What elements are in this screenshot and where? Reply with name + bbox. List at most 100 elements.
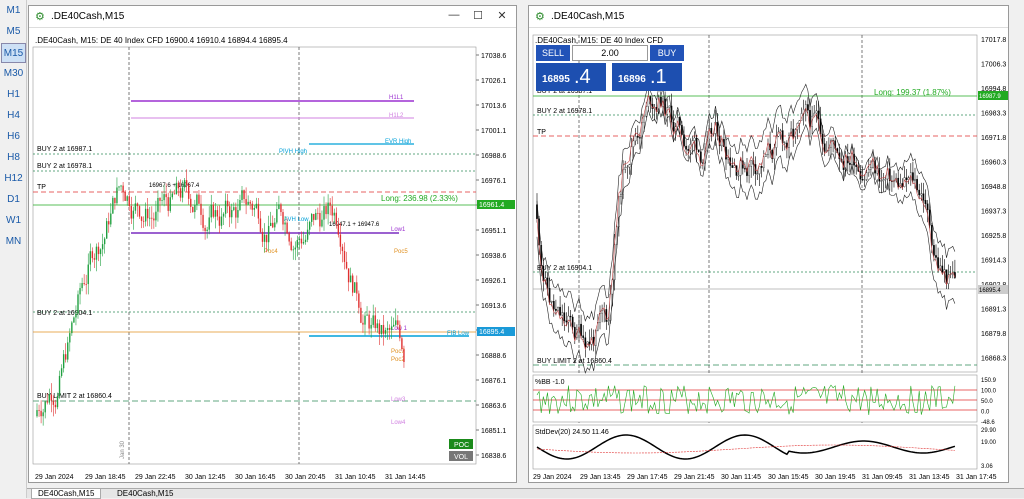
chart-annotation: AVH Low xyxy=(284,217,309,223)
candle-body xyxy=(81,283,83,289)
candle-body xyxy=(163,194,165,201)
timeframe-w1[interactable]: W1 xyxy=(6,215,21,226)
sell-button[interactable]: SELL xyxy=(536,45,570,61)
stddev-tick: 19.00 xyxy=(981,440,997,446)
chart-tabs: DE40Cash,M15 DE40Cash,M15 xyxy=(27,488,1024,499)
candle-body xyxy=(192,206,194,213)
candle-body xyxy=(343,251,346,262)
price-label: 16868.3 xyxy=(981,356,1006,363)
separator-label: Jan 30 xyxy=(120,440,126,459)
chart-annotation: Poc5 xyxy=(394,249,408,255)
price-label: 17001.1 xyxy=(481,128,506,135)
chart-annotation: Poc4 xyxy=(264,249,278,255)
tab-chart-2[interactable]: DE40Cash,M15 xyxy=(117,489,174,498)
minimize-button[interactable]: — xyxy=(448,9,460,21)
candle-body xyxy=(231,210,233,218)
candle-body xyxy=(239,200,241,211)
buy-button[interactable]: BUY xyxy=(650,45,684,61)
candle-body xyxy=(321,219,323,227)
candle-body xyxy=(341,246,344,252)
sell-price[interactable]: 16895 .4 xyxy=(536,63,606,91)
timeframe-h6[interactable]: H6 xyxy=(7,131,20,142)
candle-body xyxy=(181,187,184,198)
timeframe-h8[interactable]: H8 xyxy=(7,152,20,163)
timeframe-h4[interactable]: H4 xyxy=(7,110,20,121)
timeframe-h12[interactable]: H12 xyxy=(4,173,23,184)
candle-body xyxy=(73,317,75,323)
candle-body xyxy=(69,333,71,343)
candle-body xyxy=(376,323,378,329)
candle-body xyxy=(601,310,603,314)
timeframe-bar: M1 M5 M15 M30 H1 H4 H6 H8 H12 D1 W1 MN xyxy=(0,0,27,498)
buy-level-label: BUY 2 at 16978.1 xyxy=(537,108,592,115)
candle-body xyxy=(294,247,296,250)
chart-annotation: Poc7 xyxy=(391,349,405,355)
candle-body xyxy=(370,324,372,329)
price-label: 17013.6 xyxy=(481,103,506,110)
candle-body xyxy=(200,203,202,215)
candle-body xyxy=(196,194,198,206)
timeframe-d1[interactable]: D1 xyxy=(7,194,20,205)
candle-body xyxy=(300,238,303,244)
candle-body xyxy=(144,208,147,222)
current-price-tag xyxy=(978,285,1008,294)
candle-body xyxy=(817,110,820,119)
candle-body xyxy=(920,193,923,196)
price-chart[interactable]: .DE40Cash, M15: DE 40 Index CFD 16900.4 … xyxy=(29,29,516,482)
candle-body xyxy=(374,315,376,329)
candle-body xyxy=(286,222,288,234)
candle-body xyxy=(345,261,348,269)
price-label: 16976.1 xyxy=(481,178,506,185)
price-chart[interactable]: .DE40Cash, M15: DE 40 Index CFD 17017.8 1… xyxy=(529,29,1008,482)
candle-body xyxy=(284,222,286,225)
candle-body xyxy=(744,168,746,170)
candle-body xyxy=(52,400,55,405)
price-label: 16863.6 xyxy=(481,403,506,410)
timeframe-h1[interactable]: H1 xyxy=(7,89,20,100)
candle-body xyxy=(924,200,927,204)
close-button[interactable]: ✕ xyxy=(497,10,507,22)
lot-size-input[interactable]: 2.00 xyxy=(572,45,648,61)
maximize-button[interactable]: ☐ xyxy=(473,10,483,22)
chart-annotation: H1L2 xyxy=(389,113,404,119)
plot-frame xyxy=(32,46,477,465)
timeframe-m30[interactable]: M30 xyxy=(3,68,24,79)
time-label: 29 Jan 22:45 xyxy=(135,474,176,481)
poc-button xyxy=(449,439,473,449)
lot-value: 2.00 xyxy=(601,48,619,58)
candle-body xyxy=(251,203,253,210)
poc-button-label: POC xyxy=(454,442,469,449)
candle-body xyxy=(224,200,227,214)
green-price-tag xyxy=(978,91,1008,100)
candle-body xyxy=(50,394,53,401)
candle-body xyxy=(67,342,69,360)
candle-body xyxy=(91,251,94,259)
candle-body xyxy=(384,330,387,334)
candle-body xyxy=(226,200,229,207)
candle-body xyxy=(366,314,368,316)
candle-body xyxy=(222,213,225,217)
timeframe-mn[interactable]: MN xyxy=(5,236,22,247)
candle-body xyxy=(175,182,178,195)
candle-body xyxy=(809,110,811,127)
candle-body xyxy=(557,306,559,311)
candle-body xyxy=(710,127,713,134)
time-label: 29 Jan 13:45 xyxy=(580,474,621,481)
time-label: 30 Jan 19:45 xyxy=(815,474,856,481)
buy-price[interactable]: 16896 .1 xyxy=(612,63,682,91)
candle-body xyxy=(128,196,130,207)
candle-body xyxy=(159,198,161,201)
timeframe-m15[interactable]: M15 xyxy=(1,43,26,63)
chart-info: .DE40Cash, M15: DE 40 Index CFD 16900.4 … xyxy=(35,36,288,45)
timeframe-m5[interactable]: M5 xyxy=(6,26,21,37)
candle-body xyxy=(265,234,268,243)
candle-body xyxy=(220,216,223,226)
candle-body xyxy=(916,179,918,191)
candle-body xyxy=(276,209,278,223)
candle-body xyxy=(331,205,333,216)
profit-label: Long: 199.37 (1.87%) xyxy=(874,88,951,97)
timeframe-m1[interactable]: M1 xyxy=(6,5,21,16)
candle-body xyxy=(292,249,294,251)
current-price-label: 16895.4 xyxy=(979,288,1001,294)
candle-body xyxy=(214,210,217,217)
